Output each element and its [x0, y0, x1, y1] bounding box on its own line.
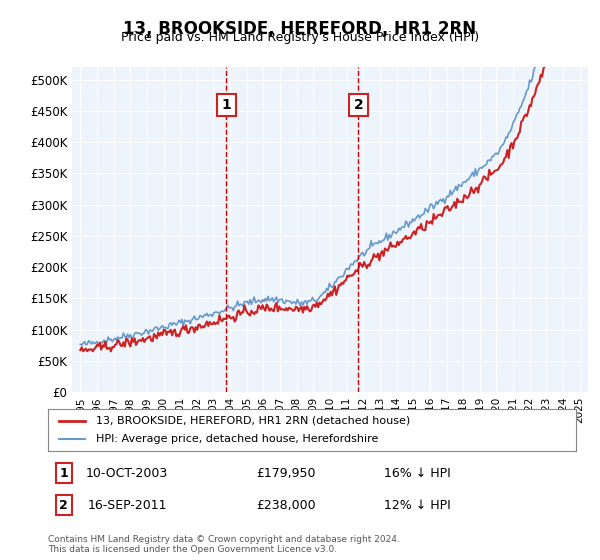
Text: £238,000: £238,000: [256, 498, 316, 512]
Text: Contains HM Land Registry data © Crown copyright and database right 2024.
This d: Contains HM Land Registry data © Crown c…: [48, 535, 400, 554]
Text: HPI: Average price, detached house, Herefordshire: HPI: Average price, detached house, Here…: [95, 434, 378, 444]
Text: 1: 1: [59, 466, 68, 480]
Text: 1: 1: [221, 97, 232, 111]
Text: £179,950: £179,950: [256, 466, 316, 480]
Text: 2: 2: [59, 498, 68, 512]
Text: Price paid vs. HM Land Registry's House Price Index (HPI): Price paid vs. HM Land Registry's House …: [121, 31, 479, 44]
Text: 16-SEP-2011: 16-SEP-2011: [88, 498, 167, 512]
Text: 12% ↓ HPI: 12% ↓ HPI: [384, 498, 451, 512]
Text: 2: 2: [353, 97, 364, 111]
Text: 13, BROOKSIDE, HEREFORD, HR1 2RN (detached house): 13, BROOKSIDE, HEREFORD, HR1 2RN (detach…: [95, 416, 410, 426]
Text: 16% ↓ HPI: 16% ↓ HPI: [384, 466, 451, 480]
Text: 13, BROOKSIDE, HEREFORD, HR1 2RN: 13, BROOKSIDE, HEREFORD, HR1 2RN: [124, 20, 476, 38]
Text: 10-OCT-2003: 10-OCT-2003: [86, 466, 169, 480]
